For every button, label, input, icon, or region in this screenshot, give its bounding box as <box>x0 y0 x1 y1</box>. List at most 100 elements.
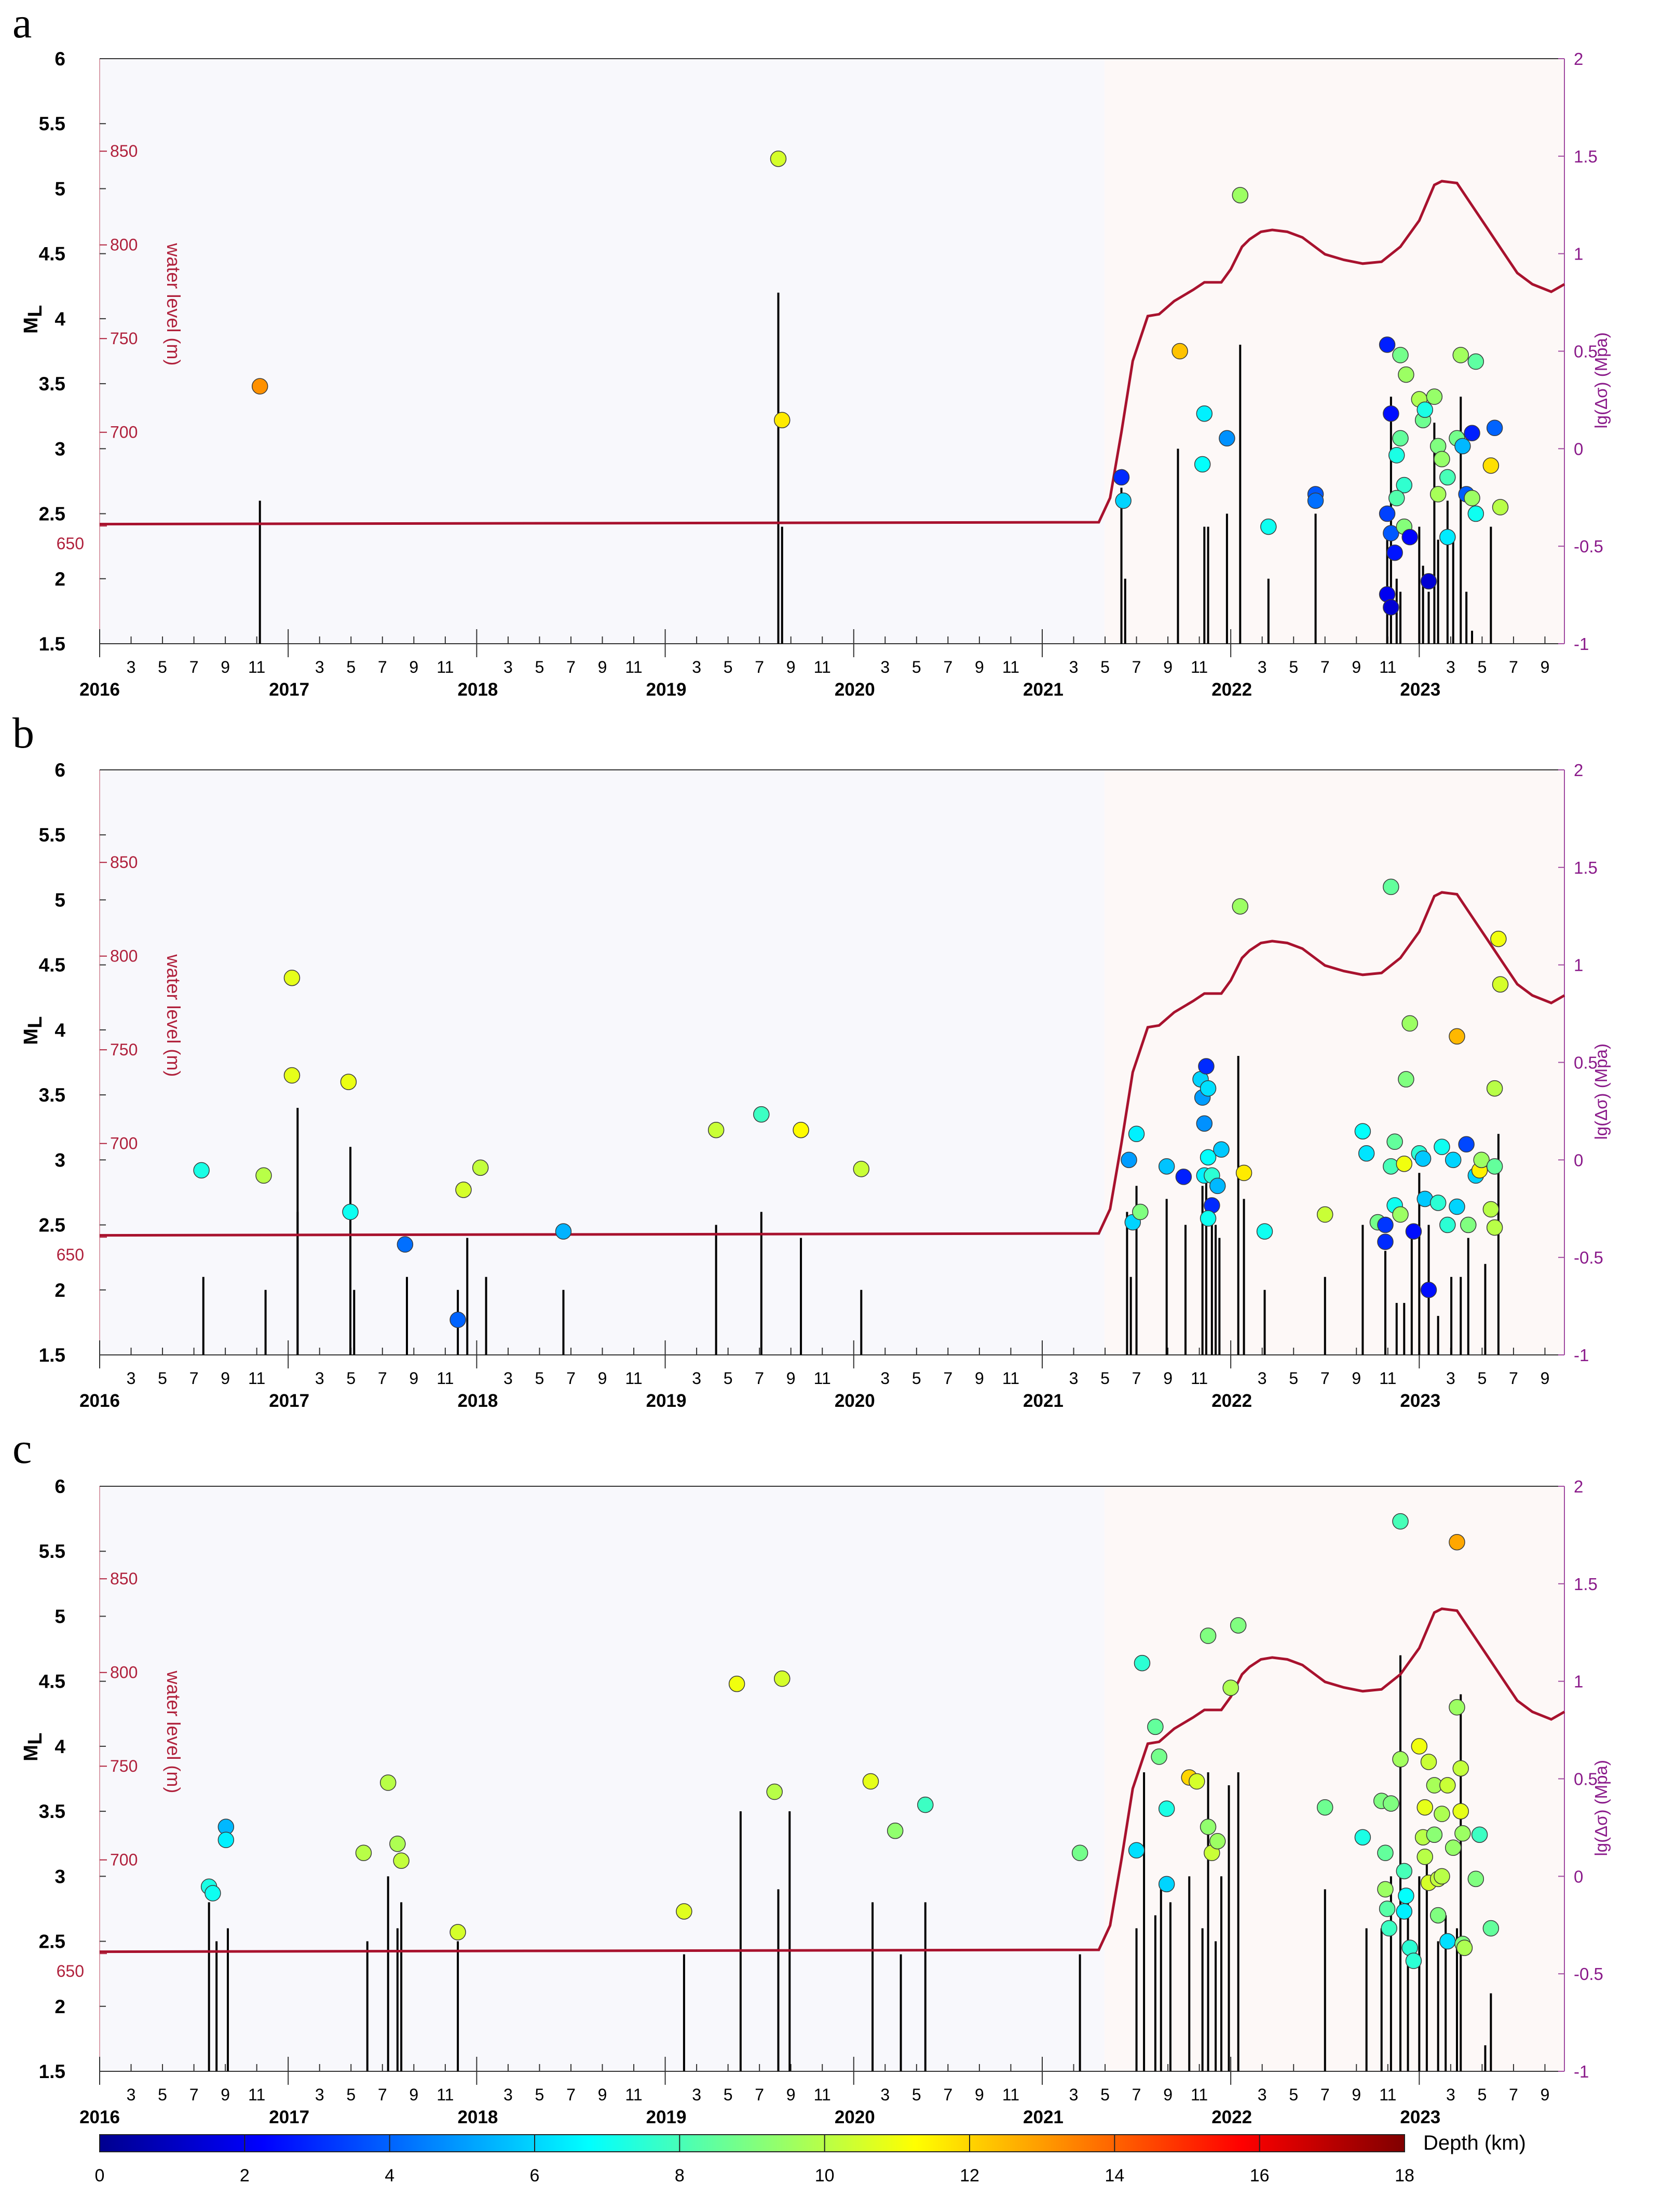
year-label: 2018 <box>457 1391 498 1411</box>
colorbar-tick-label: 2 <box>240 2166 250 2186</box>
right-tick-label: 2 <box>1574 761 1583 780</box>
y-tick-label: 4 <box>55 1736 65 1757</box>
month-label: 5 <box>1100 658 1110 676</box>
earthquake-event-point <box>1383 599 1399 616</box>
earthquake-event-point <box>1486 1219 1503 1236</box>
month-label: 11 <box>814 2085 831 2104</box>
earthquake-event-point <box>449 1311 466 1328</box>
y-tick-label: 2 <box>55 1996 65 2017</box>
right-tick-label: 1 <box>1574 956 1583 975</box>
water-level-tick-label: 650 <box>57 1245 84 1264</box>
year-label: 2021 <box>1023 1391 1064 1411</box>
month-label: 9 <box>409 2085 418 2104</box>
right-axis-label: lg(Δσ) (Mpa) <box>1591 1760 1611 1856</box>
earthquake-event-point <box>283 1067 301 1084</box>
month-label: 11 <box>248 658 265 676</box>
month-label: 5 <box>1100 1369 1110 1388</box>
colorbar-gradient <box>99 2134 1405 2152</box>
y-tick-label: 6 <box>55 48 65 70</box>
earthquake-event-point <box>555 1223 572 1240</box>
month-label: 7 <box>566 658 576 676</box>
earthquake-event-point <box>1200 1819 1217 1835</box>
earthquake-event-point <box>193 1162 210 1179</box>
earthquake-event-point <box>1420 1282 1437 1298</box>
month-label: 9 <box>786 658 796 676</box>
month-label: 7 <box>378 658 387 676</box>
water-level-tick-label: 750 <box>110 1757 138 1775</box>
earthquake-event-point <box>770 151 787 167</box>
month-label: 9 <box>975 658 984 676</box>
month-label: 5 <box>346 2085 356 2104</box>
month-label: 9 <box>786 2085 796 2104</box>
earthquake-event-point <box>1158 1876 1175 1893</box>
earthquake-event-point <box>1464 425 1480 442</box>
earthquake-event-point <box>1377 1233 1394 1250</box>
month-label: 9 <box>1541 2085 1550 2104</box>
earthquake-event-point <box>862 1773 879 1790</box>
depth-colorbar: 0 2 4 6 8 10 12 14 16 18 Depth (km) <box>95 2132 1526 2186</box>
earthquake-event-point <box>1232 898 1249 915</box>
month-label: 3 <box>315 2085 324 2104</box>
month-label: 7 <box>1132 1369 1141 1388</box>
earthquake-event-point <box>1194 456 1211 473</box>
right-tick-label: 1 <box>1574 245 1583 264</box>
month-label: 9 <box>1163 658 1173 676</box>
month-label: 3 <box>127 658 136 676</box>
month-label: 3 <box>1446 2085 1455 2104</box>
earthquake-event-point <box>472 1159 489 1176</box>
earthquake-event-point <box>1200 1149 1217 1166</box>
water-level-axis-label: water level (m) <box>163 954 184 1077</box>
month-label: 3 <box>127 2085 136 2104</box>
earthquake-event-point <box>1200 1210 1217 1227</box>
earthquake-event-point <box>389 1835 406 1852</box>
y-tick-label: 2.5 <box>39 1931 65 1952</box>
earthquake-event-point <box>1416 1849 1433 1865</box>
earthquake-event-point <box>1456 1939 1473 1956</box>
month-label: 7 <box>1509 1369 1518 1388</box>
earthquake-event-point <box>255 1167 272 1184</box>
earthquake-event-point <box>1388 490 1405 507</box>
month-label: 11 <box>1191 658 1208 676</box>
y-tick-label: 2.5 <box>39 504 65 525</box>
earthquake-event-point <box>1416 401 1433 418</box>
y-tick-label: 3.5 <box>39 1801 65 1822</box>
earthquake-event-point <box>917 1796 934 1813</box>
earthquake-event-point <box>766 1783 783 1800</box>
month-label: 11 <box>437 658 454 676</box>
earthquake-event-point <box>355 1844 372 1862</box>
earthquake-event-point <box>1222 1679 1239 1696</box>
month-label: 11 <box>1379 658 1396 676</box>
water-level-tick-label: 850 <box>110 853 138 872</box>
earthquake-event-point <box>1454 438 1471 455</box>
month-label: 11 <box>1191 2085 1208 2104</box>
earthquake-event-point <box>340 1074 357 1090</box>
y-tick-label: 5 <box>55 1606 65 1627</box>
month-label: 3 <box>1446 658 1455 676</box>
earthquake-event-point <box>1307 492 1324 509</box>
y-tick-label: 2 <box>55 1280 65 1301</box>
earthquake-event-point <box>1434 1138 1450 1156</box>
earthquake-event-point <box>1115 492 1132 509</box>
y-tick-label: 3 <box>55 1149 65 1171</box>
earthquake-event-point <box>707 1121 725 1138</box>
right-tick-label: 0 <box>1574 1150 1583 1170</box>
month-label: 5 <box>912 2085 921 2104</box>
earthquake-event-point <box>1256 1223 1273 1240</box>
earthquake-event-point <box>1434 1806 1450 1822</box>
month-label: 5 <box>1289 658 1298 676</box>
earthquake-event-point <box>1386 1133 1403 1150</box>
chart-panel-c: c1.522.533.544.555.56650700750800850-1-0… <box>12 1424 1611 2127</box>
month-label: 7 <box>378 2085 387 2104</box>
year-label: 2020 <box>835 680 875 700</box>
water-level-tick-label: 850 <box>110 142 138 160</box>
earthquake-event-point <box>1401 1015 1418 1032</box>
y-tick-label: 3 <box>55 1866 65 1887</box>
year-label: 2016 <box>79 1391 120 1411</box>
y-tick-label: 6 <box>55 759 65 781</box>
month-label: 7 <box>189 658 199 676</box>
year-label: 2022 <box>1211 1391 1252 1411</box>
y-tick-label: 4.5 <box>39 243 65 265</box>
earthquake-event-point <box>1426 388 1443 405</box>
month-label: 5 <box>724 2085 733 2104</box>
month-label: 5 <box>1478 658 1487 676</box>
